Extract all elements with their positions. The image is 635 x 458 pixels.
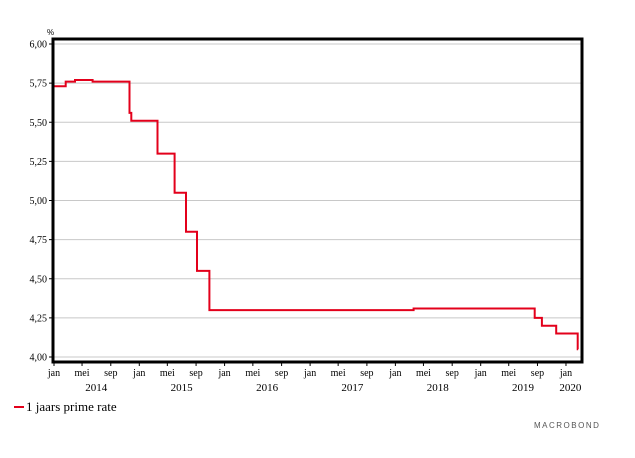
series-layer — [54, 79, 579, 351]
x-tick-label: jan — [47, 368, 60, 379]
y-tick-label: 6,00 — [30, 40, 48, 51]
x-tick-label: mei — [331, 368, 346, 379]
x-tick-label: sep — [104, 368, 117, 379]
y-unit-label: % — [47, 28, 54, 37]
x-year-label: 2020 — [559, 382, 582, 394]
x-tick-label: jan — [303, 368, 316, 379]
x-tick-label: mei — [501, 368, 516, 379]
x-tick-label: jan — [559, 368, 572, 379]
x-tick-label: jan — [474, 368, 487, 379]
plot-frame — [51, 37, 584, 364]
y-tick-label: 5,25 — [30, 157, 48, 168]
y-axis: 6,00 5,75 5,50 5,25 5,00 4,75 4,50 4,25 4,00 — [30, 40, 53, 364]
x-tick-label: jan — [132, 368, 145, 379]
y-tick-label: 4,25 — [30, 313, 48, 324]
legend: 1 jaars prime rate — [14, 399, 117, 415]
series-line — [54, 79, 579, 351]
x-tick-label: mei — [160, 368, 175, 379]
grid — [53, 43, 582, 358]
x-year-label: 2017 — [341, 382, 364, 394]
x-tick-label: sep — [360, 368, 373, 379]
x-year-label: 2016 — [256, 382, 279, 394]
x-tick-label: mei — [416, 368, 431, 379]
y-tick-label: 5,75 — [30, 79, 48, 90]
x-year-label: 2014 — [85, 382, 108, 394]
x-tick-label: sep — [275, 368, 288, 379]
x-tick-label: jan — [388, 368, 401, 379]
x-tick-label: sep — [446, 368, 459, 379]
y-tick-label: 4,75 — [30, 235, 48, 246]
legend-swatch — [14, 406, 24, 408]
x-tick-label: sep — [189, 368, 202, 379]
x-year-label: 2015 — [171, 382, 194, 394]
x-tick-label: sep — [531, 368, 544, 379]
x-axis: jan mei sep jan mei sep jan mei sep jan mei sep jan m… — [47, 362, 582, 394]
y-tick-label: 4,00 — [30, 353, 48, 364]
legend-label: 1 jaars prime rate — [26, 399, 117, 414]
y-tick-label: 5,00 — [30, 196, 48, 207]
x-tick-label: jan — [217, 368, 230, 379]
x-tick-label: mei — [245, 368, 260, 379]
x-year-label: 2018 — [427, 382, 450, 394]
y-tick-label: 4,50 — [30, 274, 48, 285]
x-tick-label: mei — [75, 368, 90, 379]
y-tick-label: 5,50 — [30, 118, 48, 129]
brand-watermark: MACROBOND — [534, 421, 601, 430]
x-year-label: 2019 — [512, 382, 535, 394]
